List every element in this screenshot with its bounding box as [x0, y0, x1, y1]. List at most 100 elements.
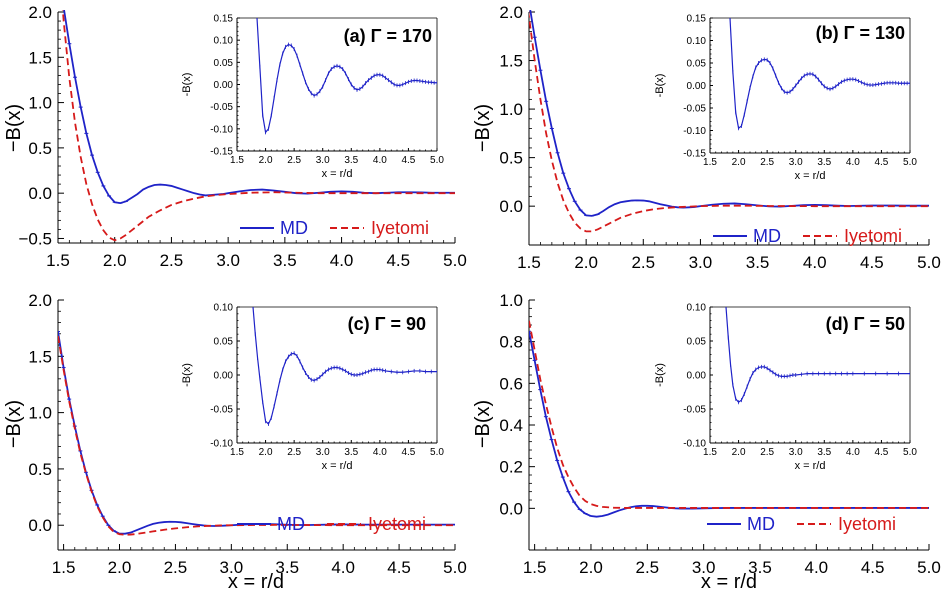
legend-md-label: MD	[280, 218, 308, 238]
inset-plot: 1.5 2.0 2.5 3.0 3.5 4.0 4.5 5.0 -0.10 -0.05 0.00 0.…	[654, 303, 917, 473]
y-axis-title: −B(x)	[472, 400, 494, 448]
x-tick-label: 2.0	[579, 558, 603, 577]
y-tick-label: 0.0	[499, 499, 523, 518]
y-tick-label: 0.4	[499, 416, 523, 435]
x-tick-label: 3.5	[273, 251, 297, 270]
panel-d: 1.5 2.0 2.5 3.0 3.5 4.0 4.5 5.0 0.0 0.2 0.4 0.6 0.8 1…	[472, 291, 941, 593]
legend: MD Iyetomi	[237, 514, 426, 534]
inset-y-axis-title: -B(x)	[654, 74, 666, 98]
legend-iyetomi-label: Iyetomi	[838, 514, 896, 534]
x-tick-label: 3.0	[216, 251, 240, 270]
x-tick-label: 3.0	[689, 253, 713, 272]
inset-y-tick-label: 0.15	[214, 14, 234, 25]
x-tick-label: 2.5	[164, 558, 188, 577]
inset-y-tick-label: -0.10	[683, 439, 706, 450]
inset-y-tick-label: -0.05	[683, 104, 706, 115]
y-tick-label: 0.2	[499, 458, 523, 477]
legend: MD Iyetomi	[707, 514, 896, 534]
inset-y-tick-label: 0.10	[687, 36, 707, 47]
inset-y-tick-label: -0.05	[210, 102, 233, 113]
md-series-line	[58, 331, 455, 535]
y-tick-label: 0.5	[28, 460, 52, 479]
x-tick-label: 2.5	[635, 558, 659, 577]
md-series-line	[63, 10, 455, 205]
y-tick-label: 0.0	[28, 516, 52, 535]
inset-x-tick-label: 2.5	[287, 447, 301, 458]
inset-y-axis-title: -B(x)	[181, 73, 193, 97]
y-tick-label: 0.6	[499, 374, 523, 393]
inset-y-tick-label: -0.10	[683, 126, 706, 137]
inset-y-tick-label: 0.10	[687, 303, 707, 314]
x-tick-label: 4.5	[860, 253, 884, 272]
y-tick-label: 0.5	[28, 139, 52, 158]
x-tick-label: 1.5	[523, 558, 547, 577]
panel-label: (c) Γ = 90	[348, 314, 426, 334]
inset-x-tick-label: 4.5	[401, 155, 415, 166]
x-tick-label: 5.0	[917, 558, 941, 577]
x-tick-label: 4.5	[861, 558, 885, 577]
inset-plot-area	[252, 307, 437, 426]
inset-y-tick-label: 0.00	[687, 371, 707, 382]
inset-plot-area	[729, 18, 910, 131]
x-tick-label: 2.0	[108, 558, 132, 577]
inset-x-tick-label: 2.5	[287, 155, 301, 166]
inset-plot: 1.5 2.0 2.5 3.0 3.5 4.0 4.5 5.0 -0.15 -0.10 -0.05 0…	[654, 14, 917, 183]
inset-x-tick-label: 3.0	[789, 447, 803, 458]
inset-x-tick-label: 2.5	[760, 157, 774, 168]
plot-area	[529, 10, 929, 233]
inset-x-tick-label: 3.0	[316, 447, 330, 458]
legend: MD Iyetomi	[240, 218, 429, 238]
inset-plot: 1.5 2.0 2.5 3.0 3.5 4.0 4.5 5.0 -0.15 -0.10 -0.05 0…	[181, 14, 444, 181]
inset-plot-area	[725, 307, 910, 405]
panel-a: 1.5 2.0 2.5 3.0 3.5 4.0 4.5 5.0 −0.5 0.0 0.5 1.0 1.5…	[3, 3, 467, 270]
panel-c: 1.5 2.0 2.5 3.0 3.5 4.0 4.5 5.0 0.0 0.5 1.0 1.5 2.0 −…	[3, 291, 467, 593]
y-tick-label: −0.5	[18, 229, 52, 248]
inset-x-tick-label: 2.0	[259, 447, 273, 458]
x-tick-label: 2.5	[160, 251, 184, 270]
legend-md-label: MD	[277, 514, 305, 534]
x-tick-label: 3.5	[275, 558, 299, 577]
inset-y-tick-label: 0.00	[214, 371, 234, 382]
inset-y-tick-label: 0.05	[687, 59, 707, 70]
x-tick-label: 5.0	[443, 558, 467, 577]
x-tick-label: 2.5	[631, 253, 655, 272]
y-tick-label: 1.0	[28, 404, 52, 423]
y-tick-label: 1.5	[28, 347, 52, 366]
inset-y-tick-label: 0.05	[687, 337, 707, 348]
x-tick-label: 2.0	[103, 251, 127, 270]
inset-x-tick-label: 5.0	[430, 155, 444, 166]
plot-area	[58, 331, 455, 536]
inset-x-tick-label: 4.0	[846, 447, 860, 458]
inset-x-tick-label: 2.5	[760, 447, 774, 458]
inset-x-tick-label: 3.5	[817, 157, 831, 168]
panel-label: (d) Γ = 50	[826, 314, 905, 334]
inset-y-tick-label: 0.05	[214, 337, 234, 348]
y-tick-label: 2.0	[499, 3, 523, 22]
inset-x-tick-label: 3.5	[817, 447, 831, 458]
legend: MD Iyetomi	[713, 226, 902, 246]
inset-x-tick-label: 4.5	[874, 157, 888, 168]
inset-y-tick-label: -0.05	[683, 405, 706, 416]
legend-md-label: MD	[753, 226, 781, 246]
inset-x-tick-label: 3.5	[344, 155, 358, 166]
iyetomi-series-line	[61, 10, 455, 242]
inset-x-tick-label: 3.0	[316, 155, 330, 166]
inset-y-axis-title: -B(x)	[181, 363, 193, 387]
plot-area	[61, 10, 455, 242]
x-tick-label: 4.5	[387, 558, 411, 577]
x-tick-label: 4.0	[331, 558, 355, 577]
md-series-line	[529, 331, 929, 518]
inset-y-tick-label: 0.00	[687, 81, 707, 92]
inset-x-axis-title: x = r/d	[322, 460, 353, 472]
iyetomi-series-line	[529, 10, 929, 233]
inset-md-line	[729, 18, 910, 130]
inset-x-tick-label: 1.5	[703, 157, 717, 168]
inset-x-tick-label: 4.5	[401, 447, 415, 458]
x-tick-label: 3.5	[748, 558, 772, 577]
inset-y-tick-label: 0.10	[214, 36, 234, 47]
y-tick-label: 2.0	[28, 3, 52, 22]
inset-x-tick-label: 3.0	[789, 157, 803, 168]
x-tick-label: 5.0	[443, 251, 467, 270]
x-tick-label: 4.5	[386, 251, 410, 270]
